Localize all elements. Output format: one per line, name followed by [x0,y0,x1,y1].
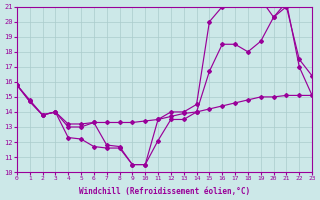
X-axis label: Windchill (Refroidissement éolien,°C): Windchill (Refroidissement éolien,°C) [79,187,250,196]
